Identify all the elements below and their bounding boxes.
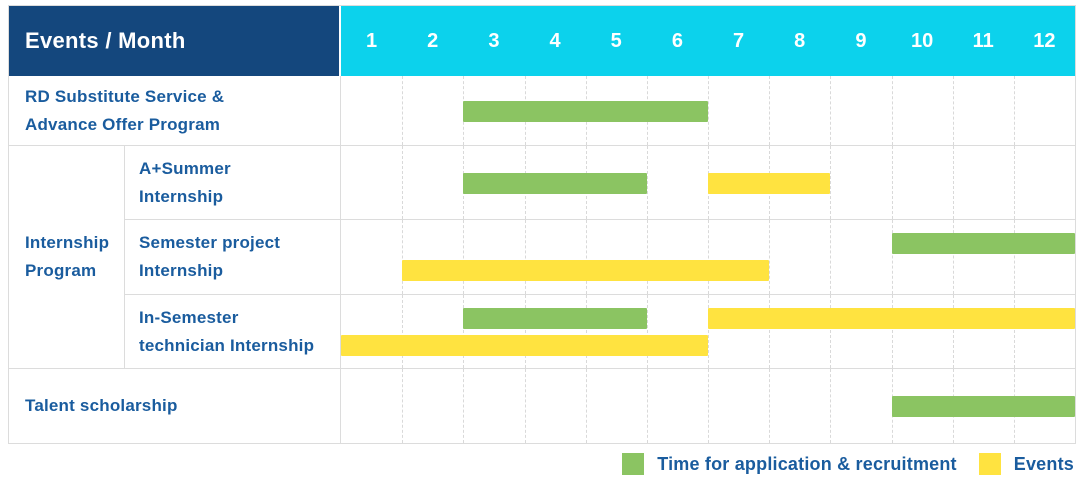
month-gridline: [952, 220, 954, 294]
month-label-6: 6: [671, 29, 683, 52]
month-label-2: 2: [427, 29, 439, 52]
month-gridline: [830, 295, 832, 368]
month-gridline: [830, 76, 832, 145]
row-label-rd-substitute-service: RD Substitute Service & Advance Offer Pr…: [9, 76, 341, 146]
month-label-11: 11: [972, 29, 994, 52]
month-gridline: [402, 146, 404, 219]
gantt-bar-application: [463, 307, 647, 329]
chart-row-in-semester-technician-internship: [341, 295, 1075, 369]
month-gridline: [585, 369, 587, 443]
gantt-bar-events: [708, 172, 831, 194]
month-gridline: [891, 220, 893, 294]
month-gridline: [1013, 146, 1015, 219]
legend-label-events: Events: [1013, 453, 1074, 474]
gantt-bar-application: [463, 172, 647, 194]
month-gridline: [646, 220, 648, 294]
month-label-10: 10: [910, 29, 934, 52]
month-gridline: [952, 295, 954, 368]
month-gridline: [769, 369, 771, 443]
month-gridline: [402, 369, 404, 443]
group-label-internship-program: Internship Program: [9, 146, 125, 369]
month-gridline: [646, 146, 648, 219]
month-gridline: [1013, 295, 1015, 368]
month-header-row: 1 2 3 4 5 6 7 8 9 10 11 12: [341, 6, 1075, 76]
legend-swatch-green: [622, 453, 645, 475]
month-gridline: [524, 295, 526, 368]
month-label-5: 5: [610, 29, 622, 52]
chart-row-a-plus-summer-internship: [341, 146, 1075, 220]
gantt-bar-events: [708, 307, 1075, 329]
month-gridline: [463, 295, 465, 368]
month-gridline: [952, 76, 954, 145]
legend: Time for application & recruitment Event…: [622, 453, 1074, 475]
chart-row-rd-substitute-service: [341, 76, 1075, 146]
month-gridline: [769, 295, 771, 368]
row-label-semester-project-internship: Semester project Internship: [125, 220, 341, 295]
legend-item-events: Events: [978, 453, 1074, 475]
month-gridline: [830, 146, 832, 219]
month-gridline: [646, 369, 648, 443]
events-month-table: Events / Month 1 2 3 4 5 6 7 8 9 10 11 12 RD Substi…: [8, 5, 1076, 444]
month-gridline: [830, 369, 832, 443]
chart-row-talent-scholarship: [341, 369, 1075, 443]
gantt-bar-events: [341, 334, 708, 356]
month-label-7: 7: [733, 29, 745, 52]
gantt-bar-events: [402, 260, 770, 281]
month-label-4: 4: [549, 29, 561, 52]
month-gridline: [891, 76, 893, 145]
row-label-talent-scholarship: Talent scholarship: [9, 369, 341, 443]
row-label-in-semester-technician-internship: In-Semester technician Internship: [125, 295, 341, 369]
table-header-title: Events / Month: [25, 28, 186, 53]
month-gridline: [708, 220, 709, 294]
month-gridline: [708, 76, 709, 145]
month-label-1: 1: [366, 29, 378, 52]
legend-label-application: Time for application & recruitment: [657, 453, 957, 474]
month-gridline: [830, 220, 832, 294]
month-gridline: [891, 146, 893, 219]
legend-swatch-yellow: [978, 453, 1001, 475]
month-gridline: [1013, 220, 1015, 294]
month-gridline: [769, 76, 771, 145]
month-label-9: 9: [855, 29, 867, 52]
table-header-events-month: Events / Month: [9, 6, 341, 76]
gantt-bar-application: [891, 396, 1075, 417]
month-label-12: 12: [1033, 29, 1056, 52]
month-gridline: [585, 295, 587, 368]
month-gridline: [585, 220, 587, 294]
month-gridline: [402, 295, 404, 368]
month-gridline: [463, 369, 465, 443]
month-label-8: 8: [794, 29, 806, 52]
month-gridline: [463, 220, 465, 294]
legend-item-application: Time for application & recruitment: [622, 453, 957, 475]
month-gridline: [524, 369, 526, 443]
month-gridline: [646, 295, 648, 368]
month-gridline: [708, 295, 709, 368]
month-gridline: [891, 295, 893, 368]
month-gridline: [402, 220, 404, 294]
month-gridline: [952, 146, 954, 219]
month-gridline: [1013, 76, 1015, 145]
month-label-3: 3: [488, 29, 500, 52]
chart-row-semester-project-internship: [341, 220, 1075, 295]
row-label-a-plus-summer-internship: A+Summer Internship: [125, 146, 341, 220]
month-gridline: [524, 220, 526, 294]
month-gridline: [708, 369, 709, 443]
gantt-bar-application: [463, 100, 708, 122]
gantt-bar-application: [891, 233, 1075, 254]
month-gridline: [402, 76, 404, 145]
month-gridline: [769, 220, 771, 294]
